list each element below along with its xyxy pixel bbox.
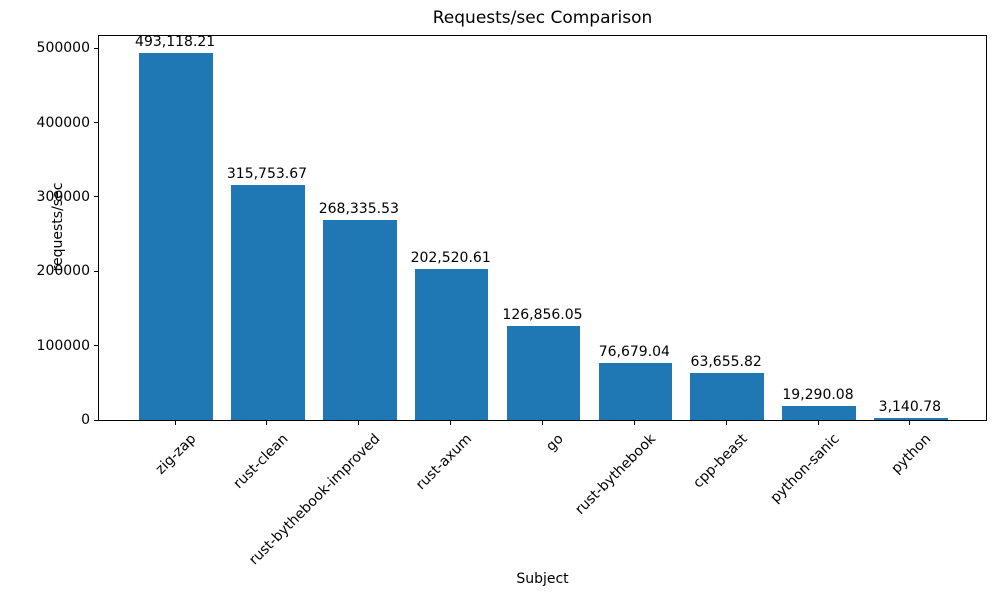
- y-tick: [94, 419, 98, 421]
- x-axis-title: Subject: [516, 571, 569, 587]
- bar-value-label: 202,520.61: [410, 250, 491, 267]
- y-tick: [94, 196, 98, 198]
- y-tick-label: 0: [81, 412, 90, 428]
- x-tick: [174, 421, 176, 425]
- bar-value-label: 19,290.08: [782, 386, 854, 403]
- x-tick-label: rust-clean: [230, 431, 292, 492]
- x-tick-label: cpp-beast: [690, 431, 751, 492]
- x-tick: [633, 421, 635, 425]
- x-tick: [450, 421, 452, 425]
- y-tick-label: 200000: [36, 263, 90, 280]
- bar: [690, 372, 764, 420]
- bar: [231, 185, 305, 420]
- plot-area: [98, 35, 987, 421]
- x-tick-label: rust-axum: [412, 431, 475, 494]
- x-tick: [542, 421, 543, 425]
- y-tick-label: 100000: [36, 337, 90, 354]
- y-tick-label: 500000: [36, 40, 90, 57]
- bar: [874, 417, 948, 420]
- x-tick-label: go: [543, 431, 567, 455]
- y-tick: [94, 270, 98, 272]
- bar-value-label: 63,655.82: [690, 353, 762, 370]
- y-tick-label: 300000: [36, 188, 90, 205]
- x-tick-label: zig-zap: [152, 431, 200, 478]
- y-axis-title: requests/sec: [50, 182, 66, 272]
- bar-value-label: 76,679.04: [598, 343, 670, 360]
- x-tick: [725, 421, 727, 425]
- x-tick: [266, 421, 268, 425]
- bar: [598, 362, 673, 420]
- y-tick: [94, 122, 98, 124]
- x-tick-label: python: [888, 431, 935, 477]
- chart-title: Requests/sec Comparison: [432, 8, 653, 28]
- x-tick-label: python-sanic: [767, 431, 843, 507]
- bar: [414, 269, 489, 420]
- y-tick: [94, 47, 98, 49]
- bar: [323, 220, 397, 420]
- x-tick: [909, 421, 911, 425]
- bar-value-label: 3,140.78: [878, 398, 942, 415]
- bar-value-label: 126,856.05: [502, 306, 583, 323]
- x-tick: [358, 421, 360, 425]
- bar-value-label: 268,335.53: [318, 201, 399, 218]
- bar: [782, 405, 856, 420]
- bar-value-label: 493,118.21: [135, 34, 216, 51]
- bar: [139, 53, 213, 420]
- bar-value-label: 315,753.67: [226, 166, 308, 183]
- y-tick-label: 400000: [36, 114, 90, 131]
- y-tick: [94, 345, 98, 347]
- bar: [506, 325, 581, 420]
- x-tick: [817, 421, 819, 425]
- x-tick-label: rust-bythebook: [571, 431, 659, 518]
